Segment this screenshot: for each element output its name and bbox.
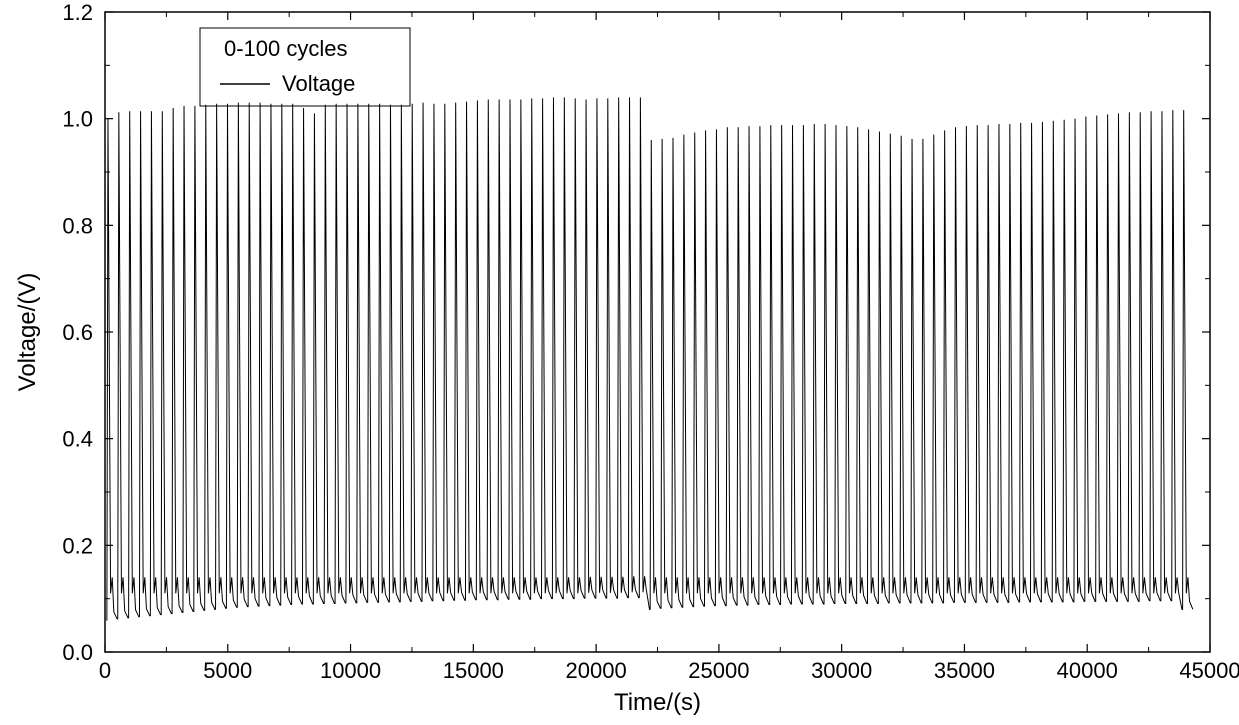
svg-text:0.8: 0.8 [62,213,93,238]
svg-text:40000: 40000 [1057,658,1118,683]
svg-text:45000: 45000 [1179,658,1239,683]
legend-series-label: Voltage [282,71,355,96]
svg-text:5000: 5000 [203,658,252,683]
svg-text:0.2: 0.2 [62,533,93,558]
chart-svg: 0 5000 10000 15000 20000 25000 30000 35000 40000… [0,0,1239,725]
svg-text:Voltage/(V): Voltage/(V) [14,273,41,392]
svg-text:35000: 35000 [934,658,995,683]
svg-text:10000: 10000 [320,658,381,683]
svg-text:15000: 15000 [443,658,504,683]
legend-title: 0-100 cycles [224,36,348,61]
svg-text:0: 0 [99,658,111,683]
svg-text:1.2: 1.2 [62,0,93,25]
svg-text:0.6: 0.6 [62,320,93,345]
svg-text:Time/(s): Time/(s) [614,689,701,716]
svg-text:25000: 25000 [688,658,749,683]
svg-text:30000: 30000 [811,658,872,683]
svg-text:0.4: 0.4 [62,427,93,452]
svg-text:1.0: 1.0 [62,107,93,132]
svg-text:0.0: 0.0 [62,640,93,665]
svg-text:20000: 20000 [566,658,627,683]
voltage-cycles-chart: 0 5000 10000 15000 20000 25000 30000 35000 40000… [0,0,1239,725]
